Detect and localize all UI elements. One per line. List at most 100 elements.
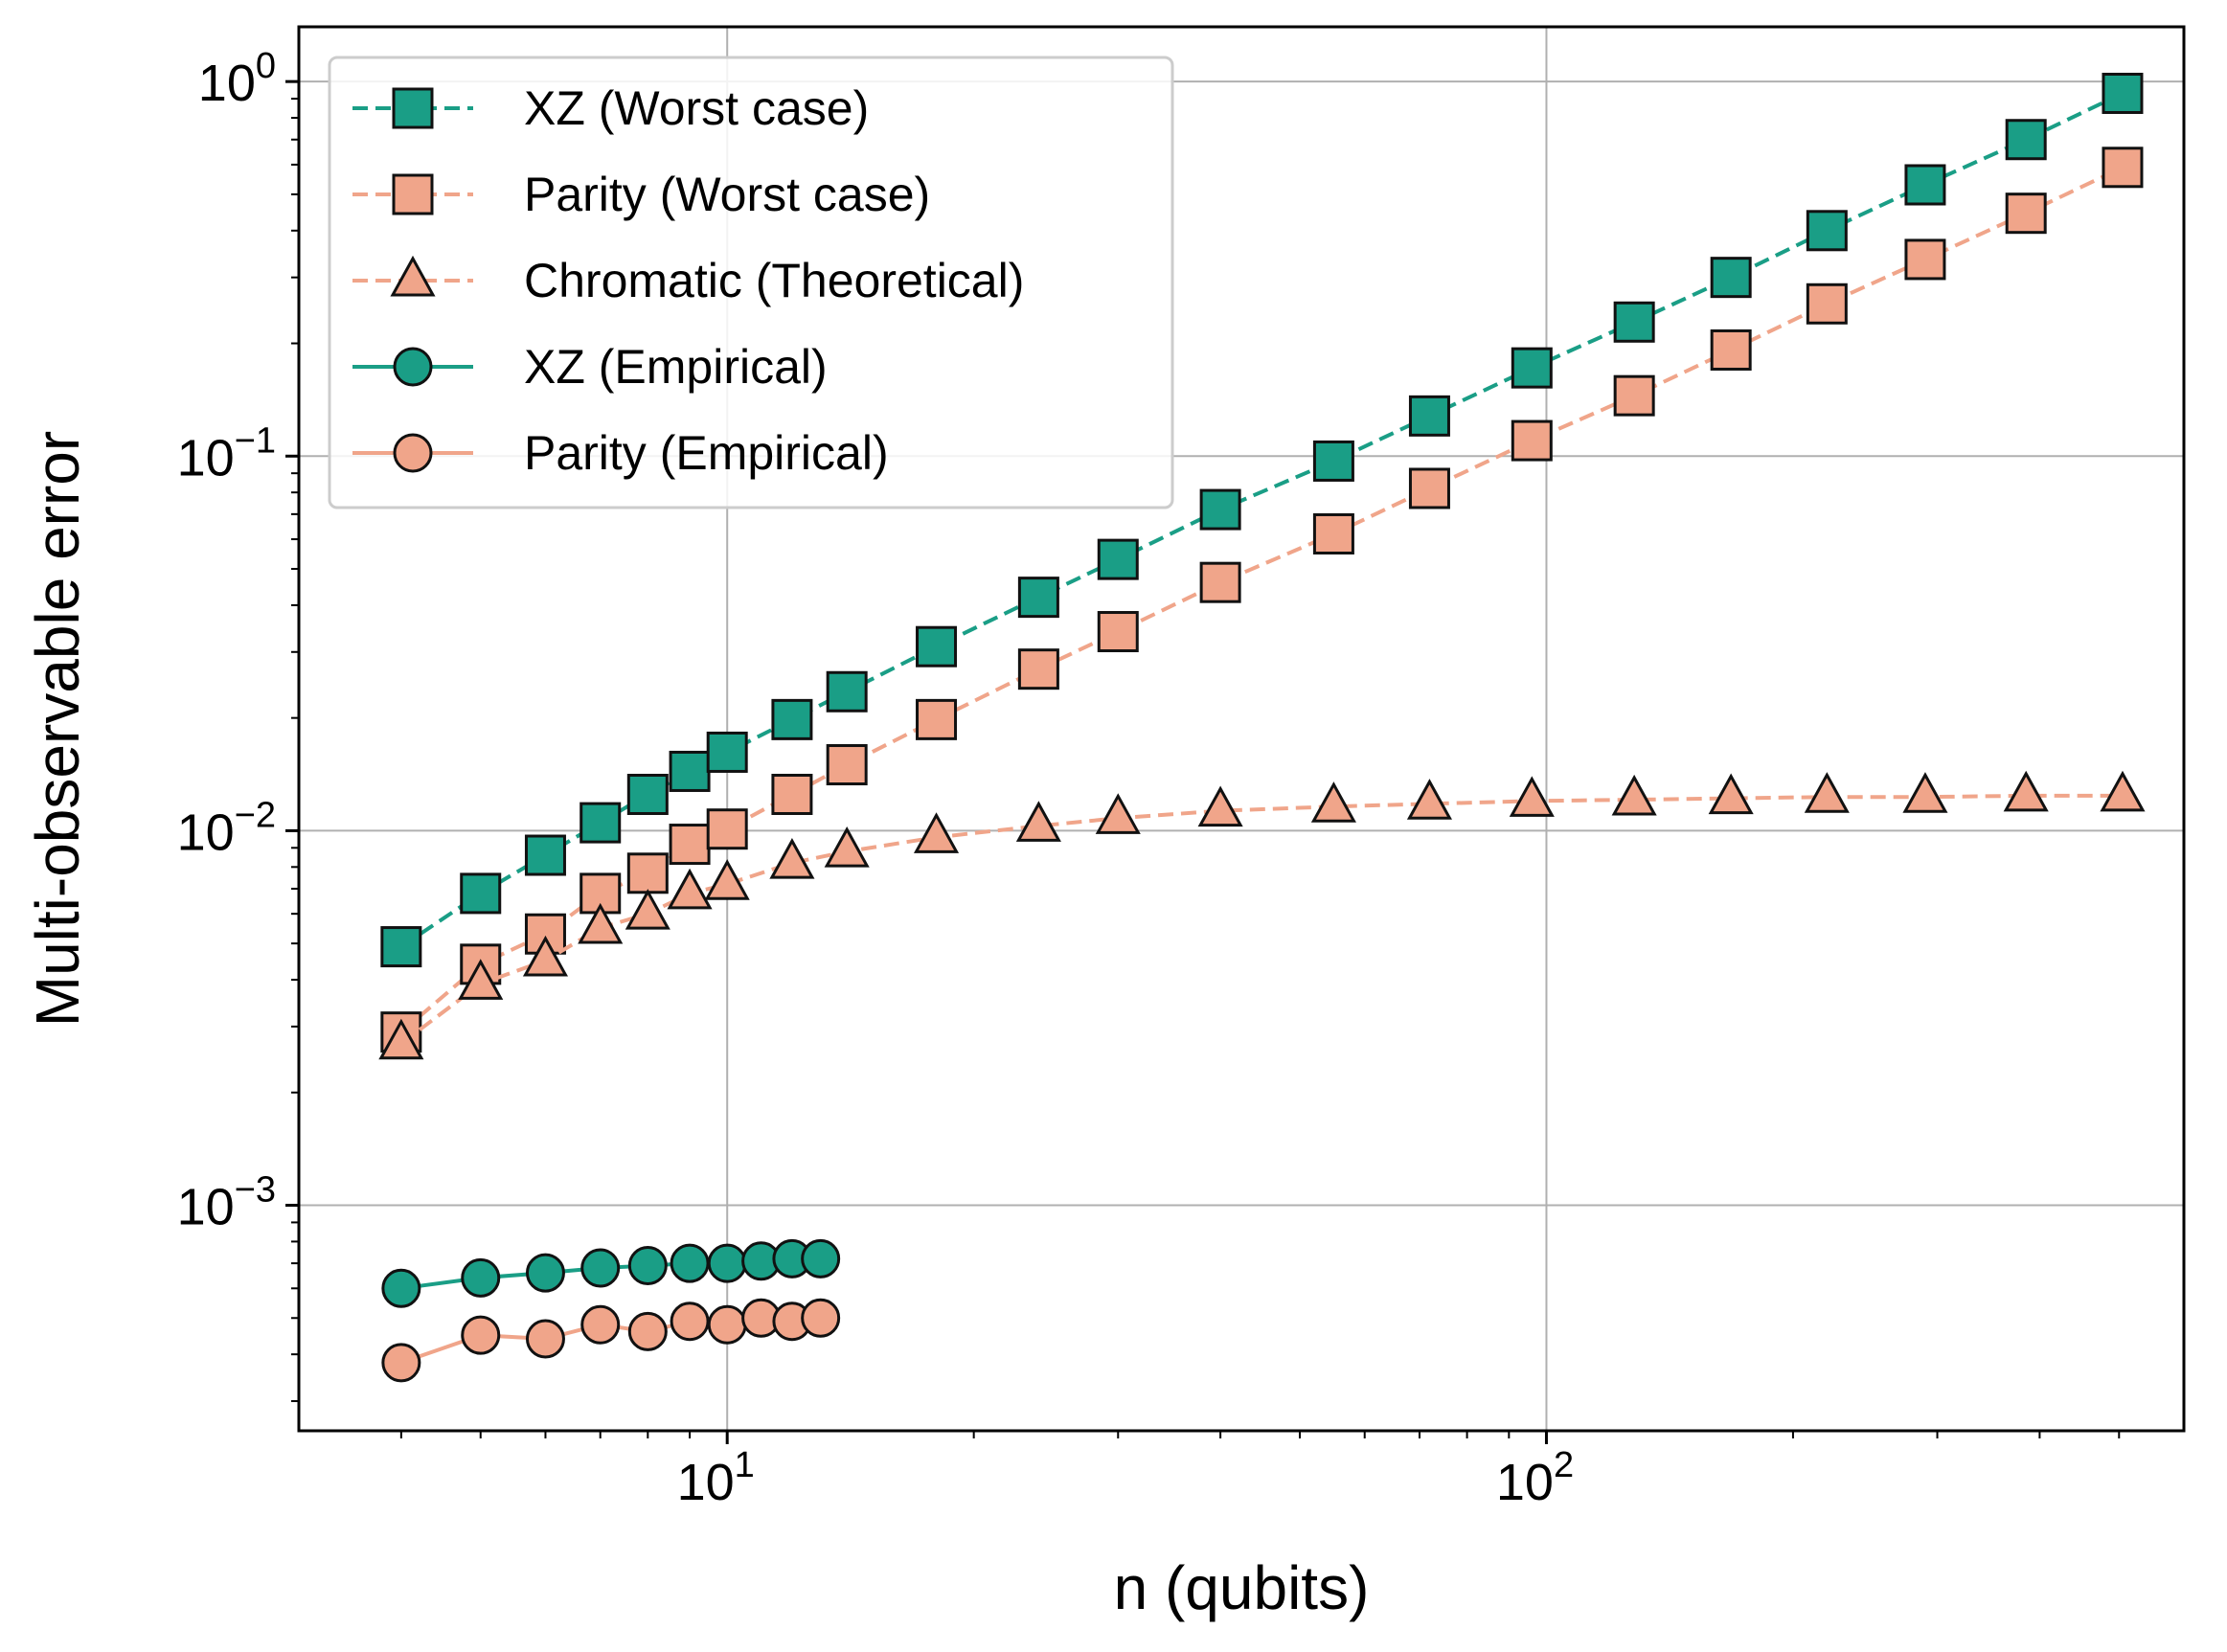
data-point <box>2005 192 2047 235</box>
data-point <box>579 802 622 844</box>
data-point <box>378 1018 424 1060</box>
data-point <box>1408 395 1450 437</box>
data-point <box>826 744 868 786</box>
legend: XZ (Worst case) Parity (Worst case) Chroma… <box>328 56 1174 509</box>
plot-frame <box>297 25 2186 1433</box>
y-tick-label: 100 <box>198 46 276 112</box>
data-point <box>916 625 958 668</box>
data-point <box>1197 785 1243 827</box>
data-point <box>460 872 502 915</box>
data-point <box>2100 770 2146 812</box>
data-point <box>1708 773 1754 815</box>
data-point <box>627 1246 668 1286</box>
legend-label: XZ (Empirical) <box>524 340 828 394</box>
series-3 <box>381 1238 841 1308</box>
data-point <box>669 750 711 792</box>
data-point <box>706 731 748 773</box>
data-point <box>626 852 669 894</box>
data-point <box>1509 776 1555 817</box>
data-point <box>667 868 713 910</box>
data-point <box>1017 577 1059 619</box>
data-point <box>916 698 958 740</box>
data-point <box>707 1304 747 1345</box>
data-point <box>1408 467 1450 509</box>
data-point <box>801 1298 841 1338</box>
data-point <box>1310 781 1356 823</box>
series-2 <box>378 770 2146 1060</box>
data-point <box>580 1304 621 1345</box>
data-point <box>771 773 813 815</box>
legend-marker <box>393 433 433 473</box>
data-point <box>1511 419 1553 462</box>
data-point <box>670 1243 710 1283</box>
data-point <box>381 1268 421 1308</box>
series-4 <box>381 1298 841 1383</box>
legend-box <box>328 56 1174 509</box>
data-point <box>1904 164 1946 206</box>
data-point <box>1806 210 1848 252</box>
legend-label: Parity (Worst case) <box>524 168 930 221</box>
legend-item: Chromatic (Theoretical) <box>352 254 1024 307</box>
series-0 <box>380 72 2144 968</box>
data-point <box>524 834 566 876</box>
data-point <box>1804 772 1850 813</box>
data-point <box>771 698 813 740</box>
legend-marker <box>390 255 436 297</box>
data-point <box>626 773 669 815</box>
data-point <box>1710 257 1752 299</box>
x-tick-label: 102 <box>1496 1445 1574 1511</box>
legend-marker <box>392 173 434 215</box>
y-tick-label: 10−3 <box>177 1170 276 1236</box>
data-point <box>525 1253 565 1293</box>
series-layer <box>378 72 2146 1383</box>
data-point <box>580 1248 621 1288</box>
data-point <box>1199 561 1241 603</box>
data-point <box>380 926 422 968</box>
data-point <box>2102 147 2144 189</box>
data-point <box>579 872 622 915</box>
data-point <box>578 902 624 944</box>
data-point <box>801 1238 841 1279</box>
data-point <box>706 808 748 850</box>
data-point <box>2102 72 2144 114</box>
y-tick-label: 10−1 <box>177 420 276 487</box>
series-line <box>399 165 2124 1034</box>
series-1 <box>380 147 2144 1053</box>
legend-item: XZ (Worst case) <box>352 81 869 135</box>
data-point <box>669 824 711 866</box>
data-point <box>522 935 569 977</box>
data-point <box>381 1343 421 1383</box>
data-point <box>1710 328 1752 371</box>
data-point <box>1095 793 1141 834</box>
x-tick-label: 101 <box>677 1445 755 1511</box>
data-point <box>625 889 670 930</box>
data-point <box>670 1301 710 1342</box>
tick-labels: 101 102 100 10−1 10−2 10−3 <box>177 46 1574 1511</box>
legend-label: Parity (Empirical) <box>524 426 889 480</box>
data-point <box>1904 238 1946 281</box>
data-point <box>913 812 960 853</box>
data-point <box>704 859 750 900</box>
data-point <box>461 1257 501 1298</box>
legend-label: Chromatic (Theoretical) <box>524 254 1024 307</box>
x-axis-title: n (qubits) <box>1114 1553 1370 1622</box>
data-point <box>627 1311 668 1351</box>
data-point <box>1199 488 1241 531</box>
y-axis-title: Multi-observable error <box>23 431 92 1027</box>
legend-marker <box>393 347 433 387</box>
legend-item: XZ (Empirical) <box>352 340 828 394</box>
data-point <box>1511 347 1553 389</box>
data-point <box>769 838 815 879</box>
data-point <box>2005 119 2047 161</box>
data-point <box>458 959 504 1000</box>
data-point <box>1097 611 1139 653</box>
data-point <box>1015 801 1061 842</box>
y-tick-label: 10−2 <box>177 795 276 861</box>
data-point <box>1613 301 1655 343</box>
data-point <box>1097 538 1139 580</box>
data-point <box>707 1243 747 1283</box>
legend-marker <box>392 87 434 129</box>
data-point <box>525 1319 565 1359</box>
data-point <box>1902 772 1948 813</box>
